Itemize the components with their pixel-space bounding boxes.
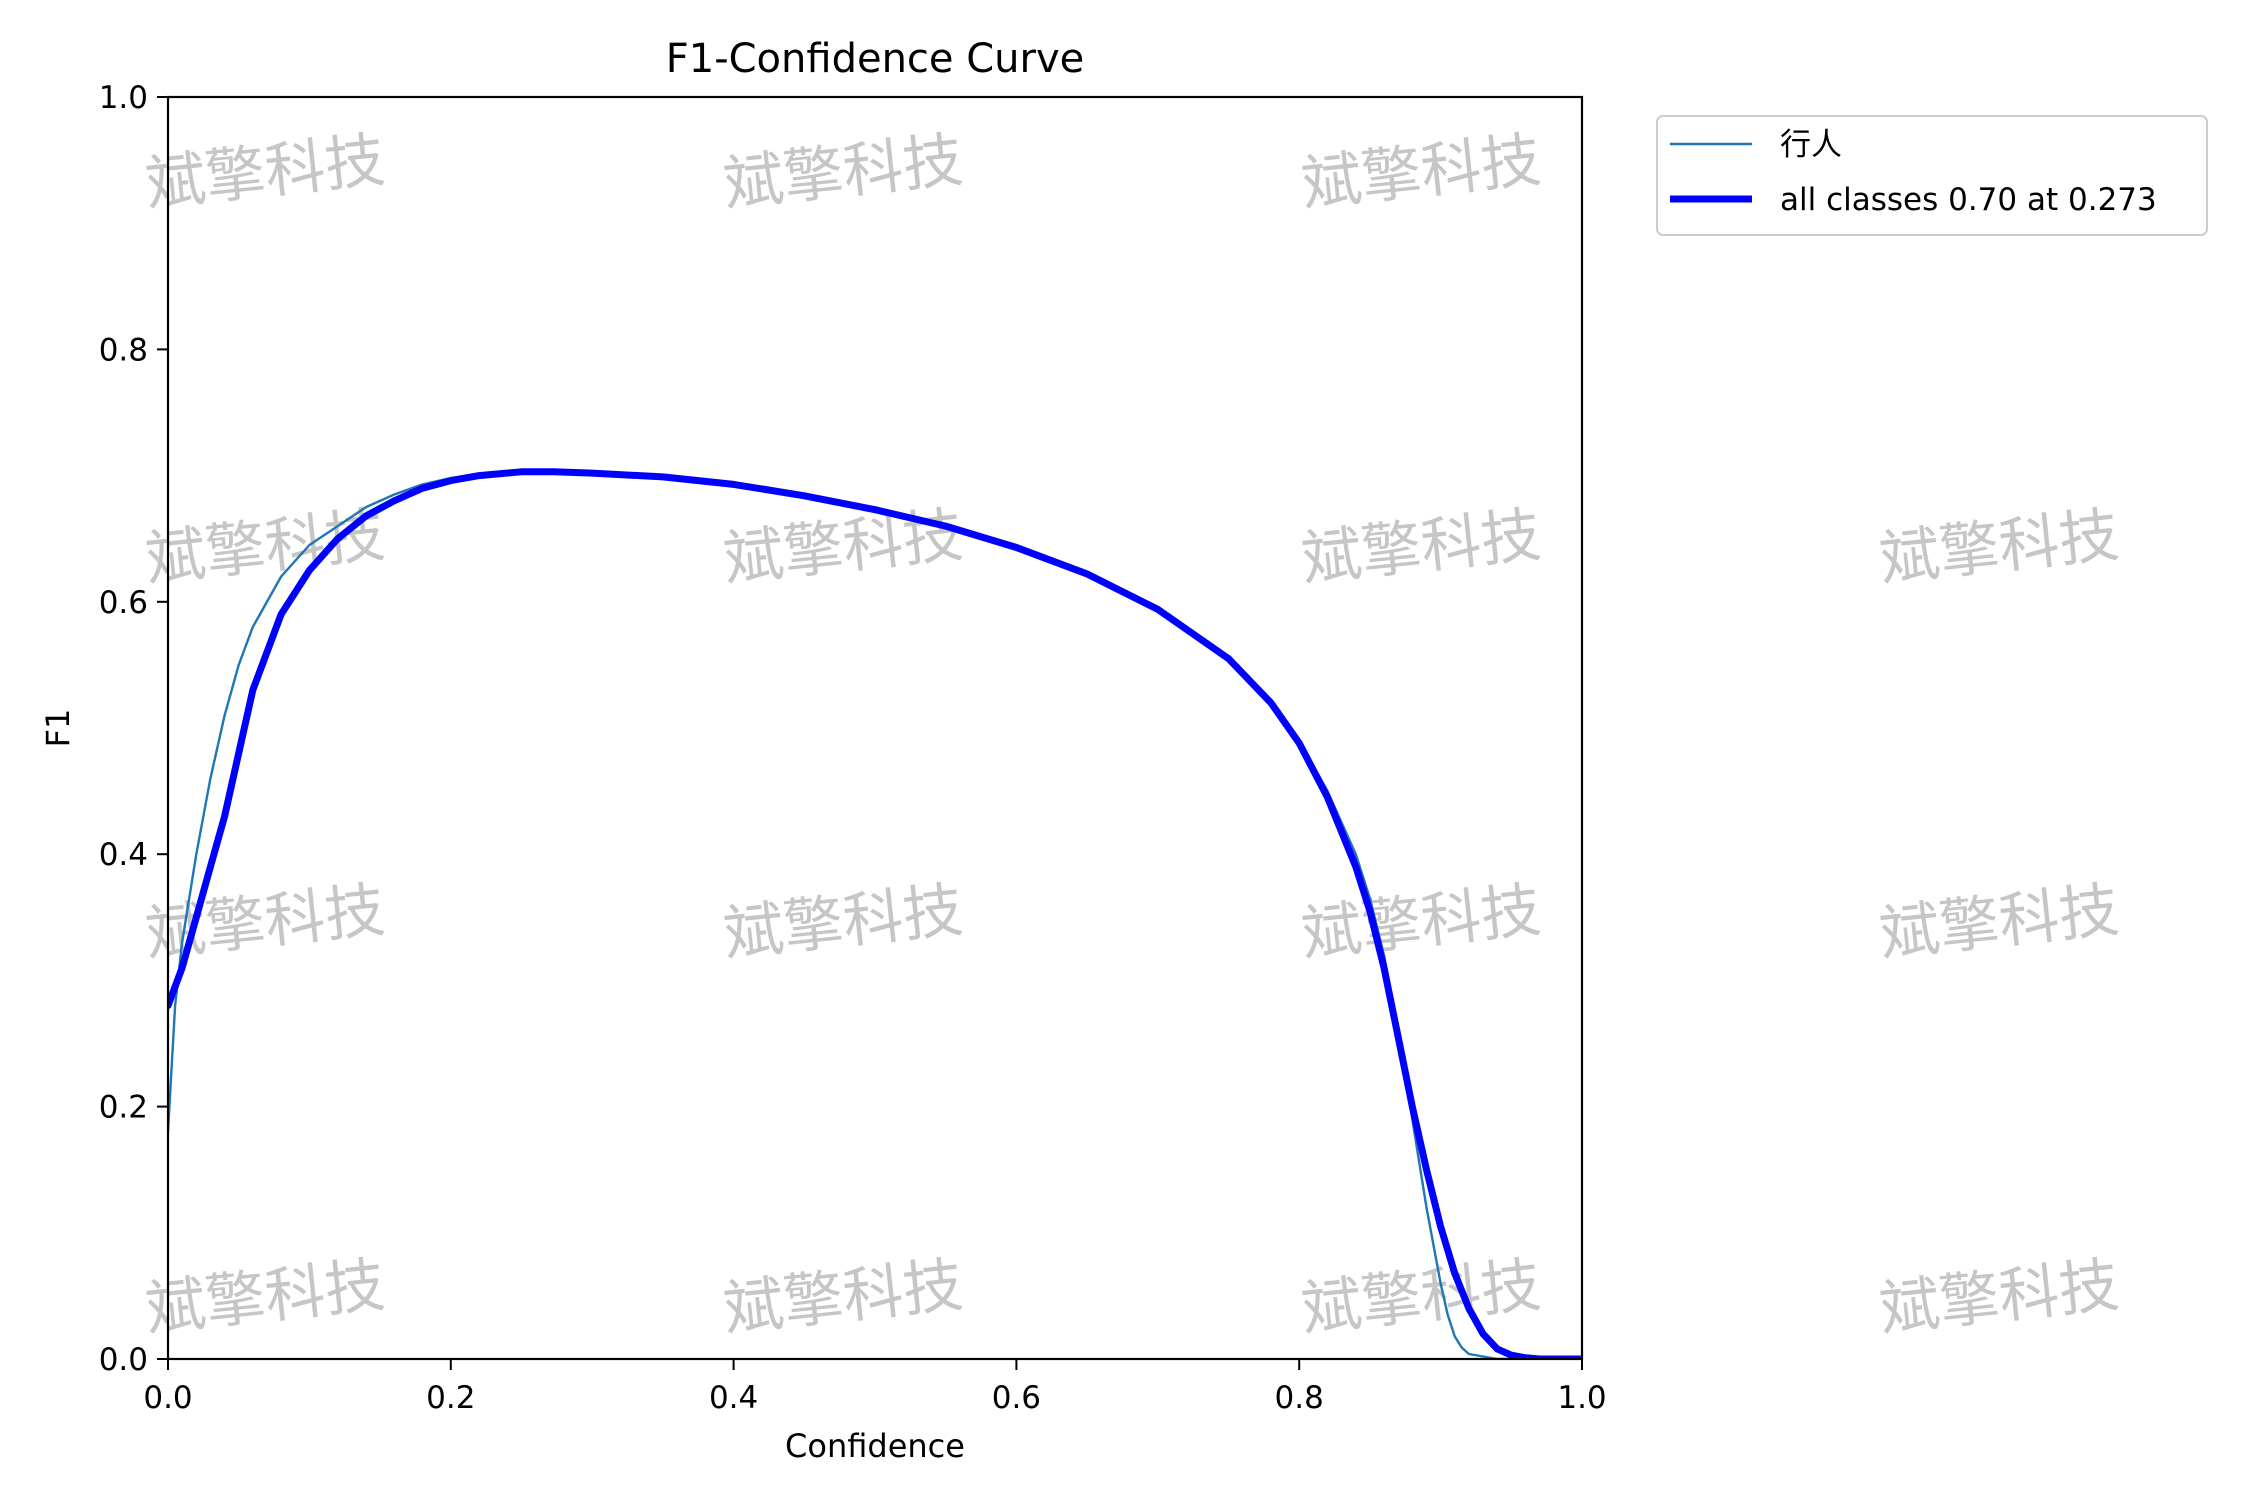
x-tick-label: 0.8: [1275, 1380, 1324, 1416]
series-line-1: [168, 468, 1582, 1359]
y-tick-label: 1.0: [99, 80, 148, 116]
plot-area: [166, 95, 1584, 1361]
y-tick-label: 0.0: [99, 1342, 148, 1378]
plot-frame: [166, 95, 1584, 1361]
y-axis-title: F1: [39, 709, 77, 748]
x-axis-title: Confidence: [785, 1427, 965, 1465]
y-tick-label: 0.4: [99, 837, 148, 873]
x-tick-label: 0.0: [143, 1380, 192, 1416]
y-tick-label: 0.2: [99, 1090, 148, 1126]
x-tick-label: 0.6: [992, 1380, 1041, 1416]
series-layer: [168, 468, 1582, 1359]
chart-title: F1-Confidence Curve: [666, 36, 1085, 82]
x-tick-label: 0.2: [426, 1380, 475, 1416]
legend-frame: [1656, 115, 2208, 236]
legend-label-series-0: 行人: [1780, 127, 1842, 163]
legend-label-series-1: all classes 0.70 at 0.273: [1780, 182, 2157, 218]
legend: 行人 all classes 0.70 at 0.273: [1656, 115, 2208, 236]
y-axis: 0.0 0.2 0.4 0.6 0.8 1.0: [99, 80, 168, 1378]
x-tick-label: 1.0: [1557, 1380, 1606, 1416]
y-tick-label: 0.6: [99, 585, 148, 621]
y-tick-label: 0.8: [99, 332, 148, 368]
x-tick-label: 0.4: [709, 1380, 758, 1416]
x-axis: 0.0 0.2 0.4 0.6 0.8 1.0: [143, 1359, 1607, 1416]
